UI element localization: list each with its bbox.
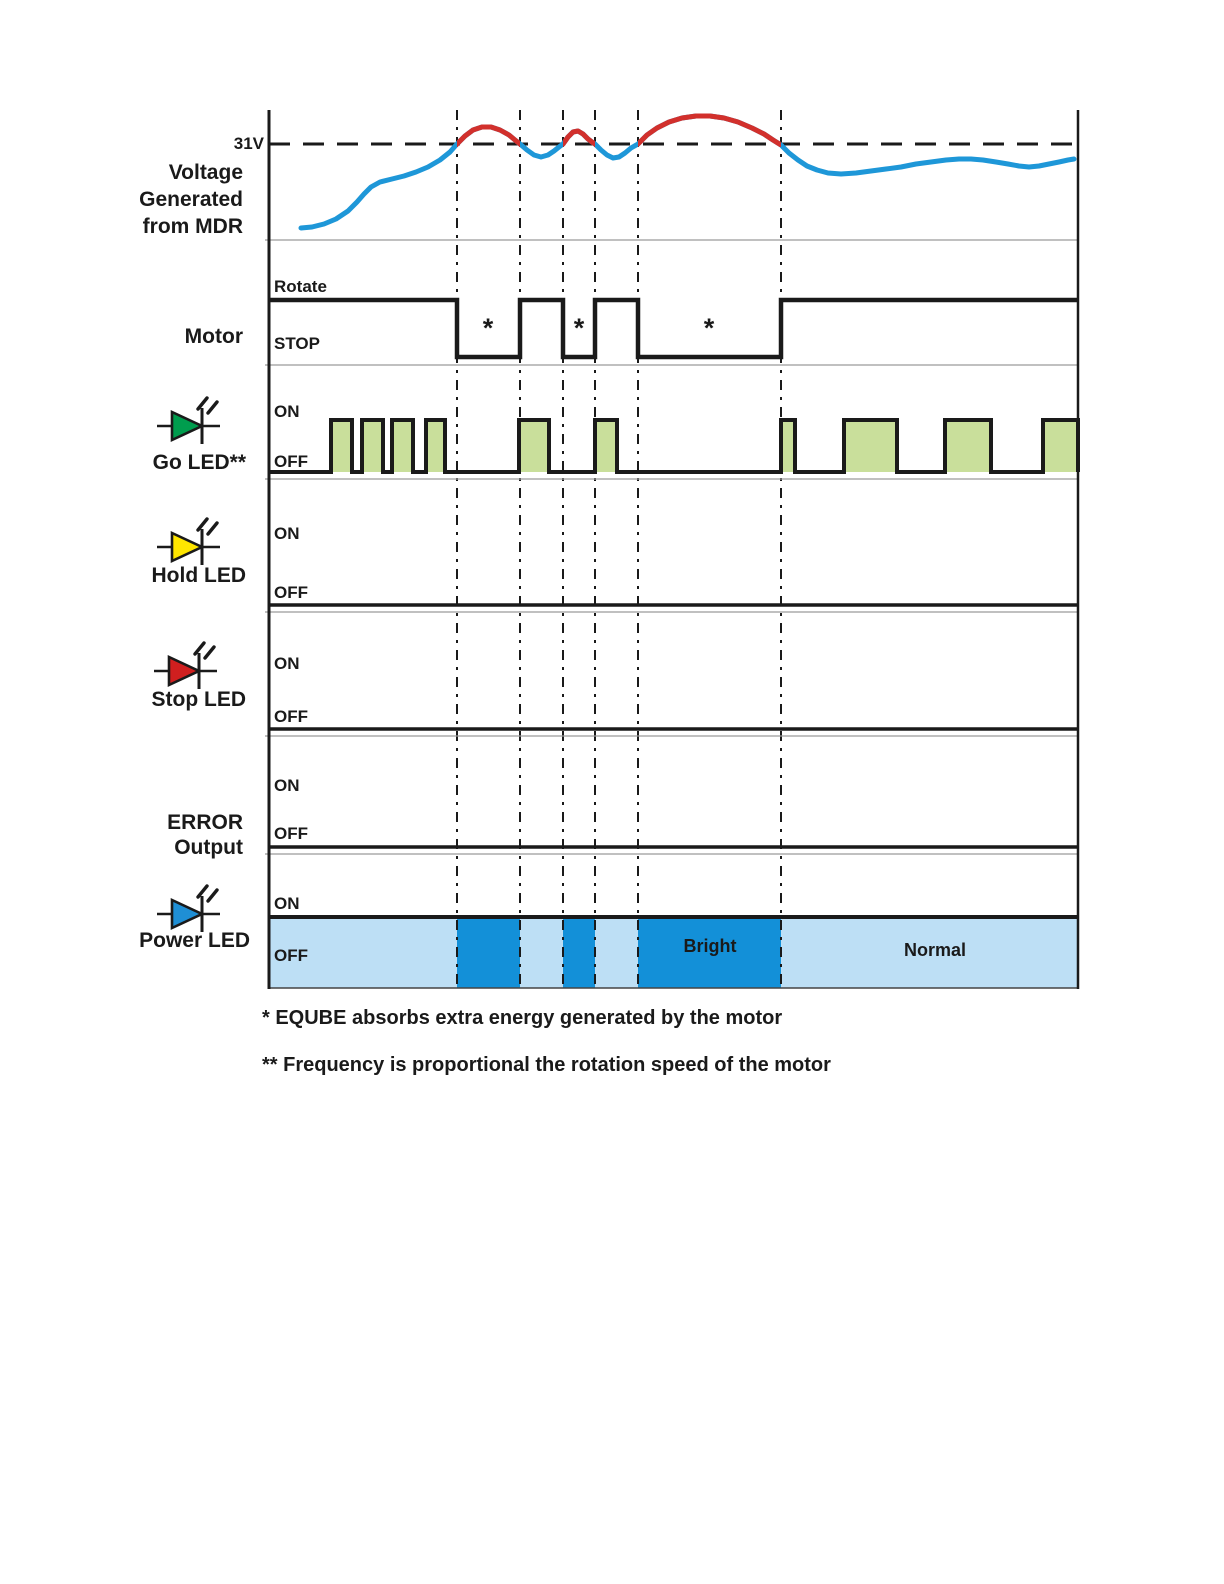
motor-rotate-label: Rotate xyxy=(274,277,327,296)
error-title-line1: ERROR xyxy=(167,811,243,834)
power-bright-label: Bright xyxy=(683,936,737,956)
go-led-pulse xyxy=(519,420,549,472)
voltage-row-title: Voltage Generated from MDR xyxy=(139,159,243,240)
power-band-layer xyxy=(269,917,1078,988)
error-output-row-title: ERROR Output xyxy=(167,810,243,860)
power-normal-label: Normal xyxy=(903,940,967,960)
power-on-label: ON xyxy=(274,894,300,913)
stopled-off-label: OFF xyxy=(274,707,308,726)
go-on-label: ON xyxy=(274,402,300,421)
go-led-icon xyxy=(157,396,220,444)
motor-row-title: Motor xyxy=(184,325,243,348)
go-led-pulse xyxy=(595,420,617,472)
led-emission-mark-2 xyxy=(206,400,219,415)
motor-signal xyxy=(269,297,1078,360)
hold-led-row-title: Hold LED xyxy=(151,564,247,587)
stop-led-icon xyxy=(154,641,217,689)
voltage-title-line1: Voltage xyxy=(168,161,243,184)
motor-stop-label: STOP xyxy=(274,334,320,353)
signal-layer xyxy=(269,113,1080,474)
led-triangle xyxy=(167,654,203,688)
led-triangle xyxy=(170,409,206,443)
motor-stop-asterisk-2: * xyxy=(573,313,585,343)
threshold-label: 31V xyxy=(233,134,264,153)
error-title-line2: Output xyxy=(174,836,243,859)
power-band-bright xyxy=(638,917,781,988)
footnote-frequency: ** Frequency is proportional the rotatio… xyxy=(262,1054,831,1076)
stop-led-row-title: Stop LED xyxy=(151,688,247,711)
led-triangle xyxy=(170,897,206,931)
go-led-pulse xyxy=(945,420,991,472)
go-led-pulse-fills xyxy=(331,420,1078,472)
hold-off-label: OFF xyxy=(274,583,308,602)
go-led-pulse xyxy=(426,420,445,472)
voltage-curve xyxy=(298,113,1077,231)
motor-stop-asterisk-1: * xyxy=(482,313,494,343)
led-emission-mark-1 xyxy=(193,641,206,656)
footnote-eqube: * EQUBE absorbs extra energy generated b… xyxy=(262,1007,783,1029)
event-dashed-lines-layer xyxy=(456,110,782,988)
motor-stop-asterisk-3: * xyxy=(703,313,715,343)
go-led-pulse xyxy=(362,420,383,472)
go-led-pulse xyxy=(331,420,352,472)
error-on-label: ON xyxy=(274,776,300,795)
led-emission-mark-2 xyxy=(206,521,219,536)
power-off-label: OFF xyxy=(274,946,308,965)
stopled-on-label: ON xyxy=(274,654,300,673)
hold-led-icon xyxy=(157,517,220,565)
led-triangle xyxy=(170,530,206,564)
go-led-pulse xyxy=(392,420,413,472)
error-off-label: OFF xyxy=(274,824,308,843)
power-led-icon xyxy=(157,884,220,932)
led-emission-mark-1 xyxy=(196,884,209,899)
go-led-signal xyxy=(269,418,1080,474)
grid-lines-layer xyxy=(265,110,1080,989)
led-emission-mark-2 xyxy=(206,888,219,903)
go-led-pulse xyxy=(1043,420,1078,472)
led-emission-mark-2 xyxy=(203,645,216,660)
led-emission-mark-1 xyxy=(196,396,209,411)
go-led-pulse xyxy=(844,420,897,472)
go-led-pulse xyxy=(781,420,795,472)
power-band-bright xyxy=(563,917,595,988)
led-emission-mark-1 xyxy=(196,517,209,532)
power-led-row-title: Power LED xyxy=(139,929,250,952)
go-off-label: OFF xyxy=(274,452,308,471)
go-led-row-title: Go LED** xyxy=(152,451,246,474)
voltage-title-line2: Generated xyxy=(139,188,243,211)
voltage-title-line3: from MDR xyxy=(142,215,243,238)
hold-on-label: ON xyxy=(274,524,300,543)
power-band-bright xyxy=(457,917,520,988)
